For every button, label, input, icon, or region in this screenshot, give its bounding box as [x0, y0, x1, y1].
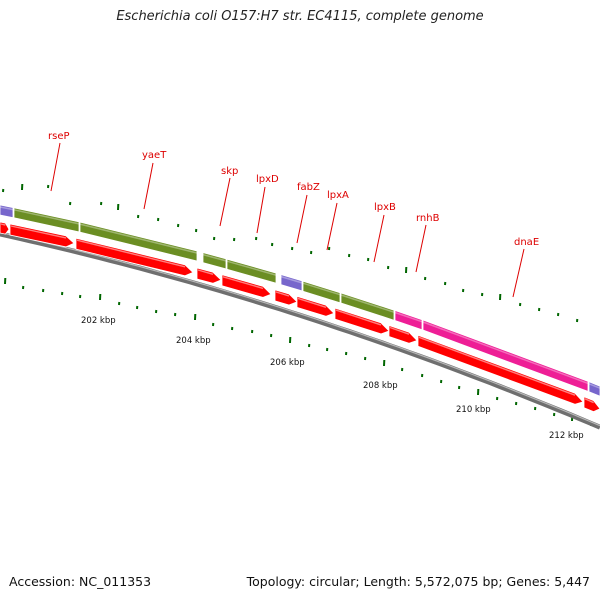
- kbp-label: 204 kbp: [176, 336, 211, 346]
- gene-label: rseP: [48, 131, 70, 142]
- gene-label: rnhB: [416, 213, 440, 224]
- kbp-label: 206 kbp: [270, 358, 305, 368]
- gene-leader-line: [416, 225, 426, 272]
- gene-label: dnaE: [514, 237, 539, 248]
- gene-leader-line: [257, 187, 265, 233]
- kbp-label: 202 kbp: [81, 316, 116, 326]
- gene-leader-line: [327, 203, 337, 250]
- gene-leader-line: [144, 163, 153, 209]
- gene-label: yaeT: [142, 150, 167, 161]
- gene-leader-line: [513, 249, 524, 297]
- genome-backbone: [0, 234, 600, 427]
- label-leaders: [51, 143, 524, 297]
- gene-leader-line: [297, 195, 307, 243]
- gene-leader-line: [51, 143, 60, 191]
- gene-label: skp: [221, 166, 238, 177]
- gene-leader-line: [220, 178, 230, 226]
- gene-label: lpxD: [256, 174, 279, 185]
- genome-backbone-highlight: [0, 233, 600, 426]
- gene-labels: rseP yaeT skp lpxD fabZ lpxA lpxB rnhB dnaE: [48, 131, 539, 248]
- backbone-layer: [0, 233, 600, 428]
- gene-leader-line: [374, 215, 384, 262]
- genome-title: Escherichia coli O157:H7 str. EC4115, co…: [0, 9, 600, 24]
- kbp-label: 208 kbp: [363, 381, 398, 391]
- gene-label: lpxA: [327, 190, 349, 201]
- gene-label: lpxB: [374, 202, 396, 213]
- gene-label: fabZ: [297, 182, 320, 193]
- kbp-label: 210 kbp: [456, 405, 491, 415]
- kbp-label: 212 kbp: [549, 431, 584, 441]
- genome-summary: Topology: circular; Length: 5,572,075 bp…: [247, 574, 590, 589]
- accession-label: Accession: NC_011353: [9, 574, 151, 589]
